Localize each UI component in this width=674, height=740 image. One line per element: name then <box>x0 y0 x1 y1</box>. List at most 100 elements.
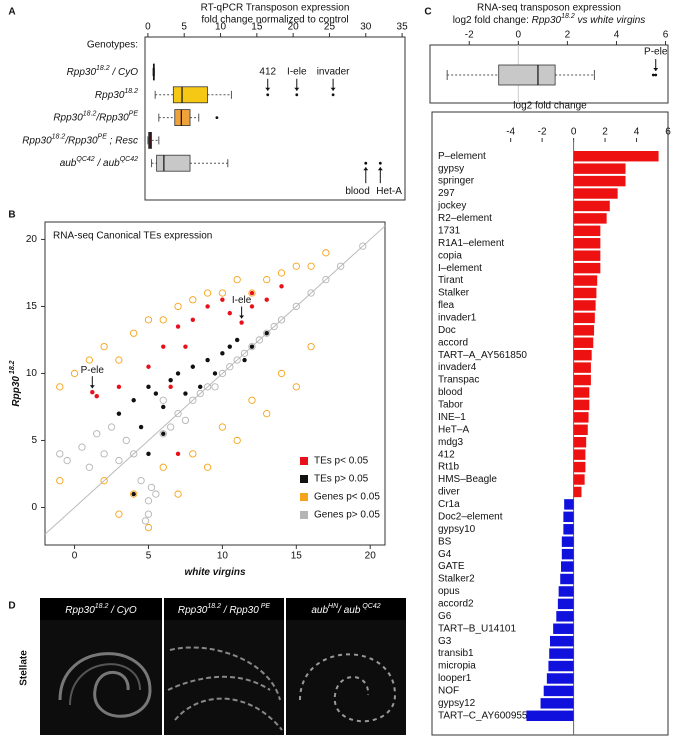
point <box>168 384 173 390</box>
point <box>161 431 166 436</box>
category-label: G4 <box>438 549 452 560</box>
point <box>181 416 190 425</box>
point <box>167 423 175 431</box>
panel-label: C <box>424 7 431 18</box>
point <box>130 329 138 337</box>
point <box>263 410 271 418</box>
bar <box>558 586 574 597</box>
micrograph-header <box>286 598 406 620</box>
point <box>189 396 197 404</box>
point <box>292 262 300 270</box>
bar <box>561 536 574 547</box>
category-label: 297 <box>438 188 455 199</box>
bar <box>573 312 595 324</box>
point <box>159 316 167 324</box>
point <box>144 523 153 532</box>
micrograph-images <box>40 598 406 735</box>
text-segment: PE <box>259 603 271 610</box>
arrow-head <box>653 68 659 71</box>
category-label: invader1 <box>438 313 477 324</box>
point <box>63 456 71 465</box>
arrow-head <box>239 315 245 319</box>
point <box>203 289 212 297</box>
category-label: Tirant <box>438 275 463 286</box>
panel-label: A <box>8 7 15 18</box>
point <box>116 384 122 390</box>
category-label: Rpp3018.2/Rpp30PE ; Resc <box>22 134 138 146</box>
text-segment: Rpp30 <box>532 15 562 26</box>
point <box>107 423 116 431</box>
micrograph <box>286 620 406 735</box>
y-tick-label: 0 <box>31 502 37 513</box>
point <box>159 396 167 404</box>
chart-subtitle: fold change normalized to control <box>201 15 348 26</box>
point <box>359 242 367 250</box>
plot-frame <box>44 221 386 546</box>
bar <box>563 511 574 523</box>
category-label: TART–A_AY561850 <box>438 350 527 361</box>
text-segment: log2 fold change: <box>453 15 532 26</box>
x-tick-label: 0 <box>145 22 151 33</box>
category-label: Stalker2 <box>438 574 475 585</box>
text-segment: 18.2 <box>9 360 16 376</box>
point <box>233 436 241 445</box>
text-segment: 18.2 <box>52 134 66 141</box>
text-segment: /Rpp30 <box>95 112 129 123</box>
text-segment: ; Resc <box>107 135 138 146</box>
x-tick-label: 5 <box>146 551 152 562</box>
text-segment: Rpp30 <box>53 112 83 123</box>
text-segment: Rpp30 <box>178 605 208 616</box>
bar <box>573 300 596 311</box>
point <box>146 364 151 369</box>
category-label: 1731 <box>438 225 461 236</box>
bar <box>556 611 574 622</box>
point <box>138 424 144 430</box>
x-tick-label: -2 <box>538 127 547 138</box>
point <box>307 289 315 297</box>
category-label: HeT–A <box>438 424 469 435</box>
micrograph-label: Rpp3018.2 / CyO <box>65 603 137 615</box>
x-tick-label: 15 <box>251 22 263 33</box>
chart-title: RNA-seq Canonical TEs expression <box>53 231 212 242</box>
point <box>144 510 153 518</box>
legend-swatch <box>300 493 308 501</box>
point <box>203 463 212 471</box>
bar <box>573 424 588 436</box>
tissue <box>167 646 283 731</box>
text-segment: 18.2 <box>96 65 110 72</box>
legend-label: TEs p< 0.05 <box>314 456 369 467</box>
category-label: copia <box>438 250 462 261</box>
point <box>220 297 225 302</box>
text-segment: 18.2 <box>207 603 221 610</box>
annotation: P-ele <box>644 47 668 58</box>
point <box>100 450 108 458</box>
bar <box>540 698 574 709</box>
bar <box>573 213 607 224</box>
point <box>220 351 225 356</box>
box <box>156 154 191 172</box>
legend-label: Genes p< 0.05 <box>314 492 380 503</box>
point <box>93 430 101 438</box>
text-segment: aub <box>311 605 328 616</box>
bar <box>573 486 582 498</box>
point <box>122 436 130 445</box>
point <box>277 369 286 378</box>
point <box>174 410 182 418</box>
point <box>115 510 123 518</box>
x-tick-label: -4 <box>506 127 515 138</box>
bar <box>557 598 574 610</box>
bar <box>561 561 574 572</box>
point <box>211 383 219 391</box>
tissue <box>58 652 152 718</box>
point <box>56 383 64 391</box>
point <box>100 477 108 485</box>
category-label: TART–C_AY600955 <box>438 710 528 721</box>
point <box>161 404 166 410</box>
x-tick-label: 5 <box>181 22 187 33</box>
point <box>263 329 271 337</box>
point <box>174 490 182 498</box>
category-label: mdg3 <box>438 437 463 448</box>
annotation: I-ele <box>232 295 252 306</box>
point <box>85 356 93 364</box>
